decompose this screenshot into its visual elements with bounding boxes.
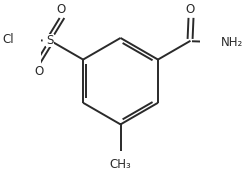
Text: O: O bbox=[186, 3, 195, 16]
Text: NH₂: NH₂ bbox=[220, 36, 243, 49]
Text: O: O bbox=[34, 65, 43, 78]
Text: S: S bbox=[46, 34, 54, 47]
Text: O: O bbox=[57, 3, 66, 16]
Text: CH₃: CH₃ bbox=[110, 158, 131, 171]
Text: Cl: Cl bbox=[3, 33, 14, 46]
